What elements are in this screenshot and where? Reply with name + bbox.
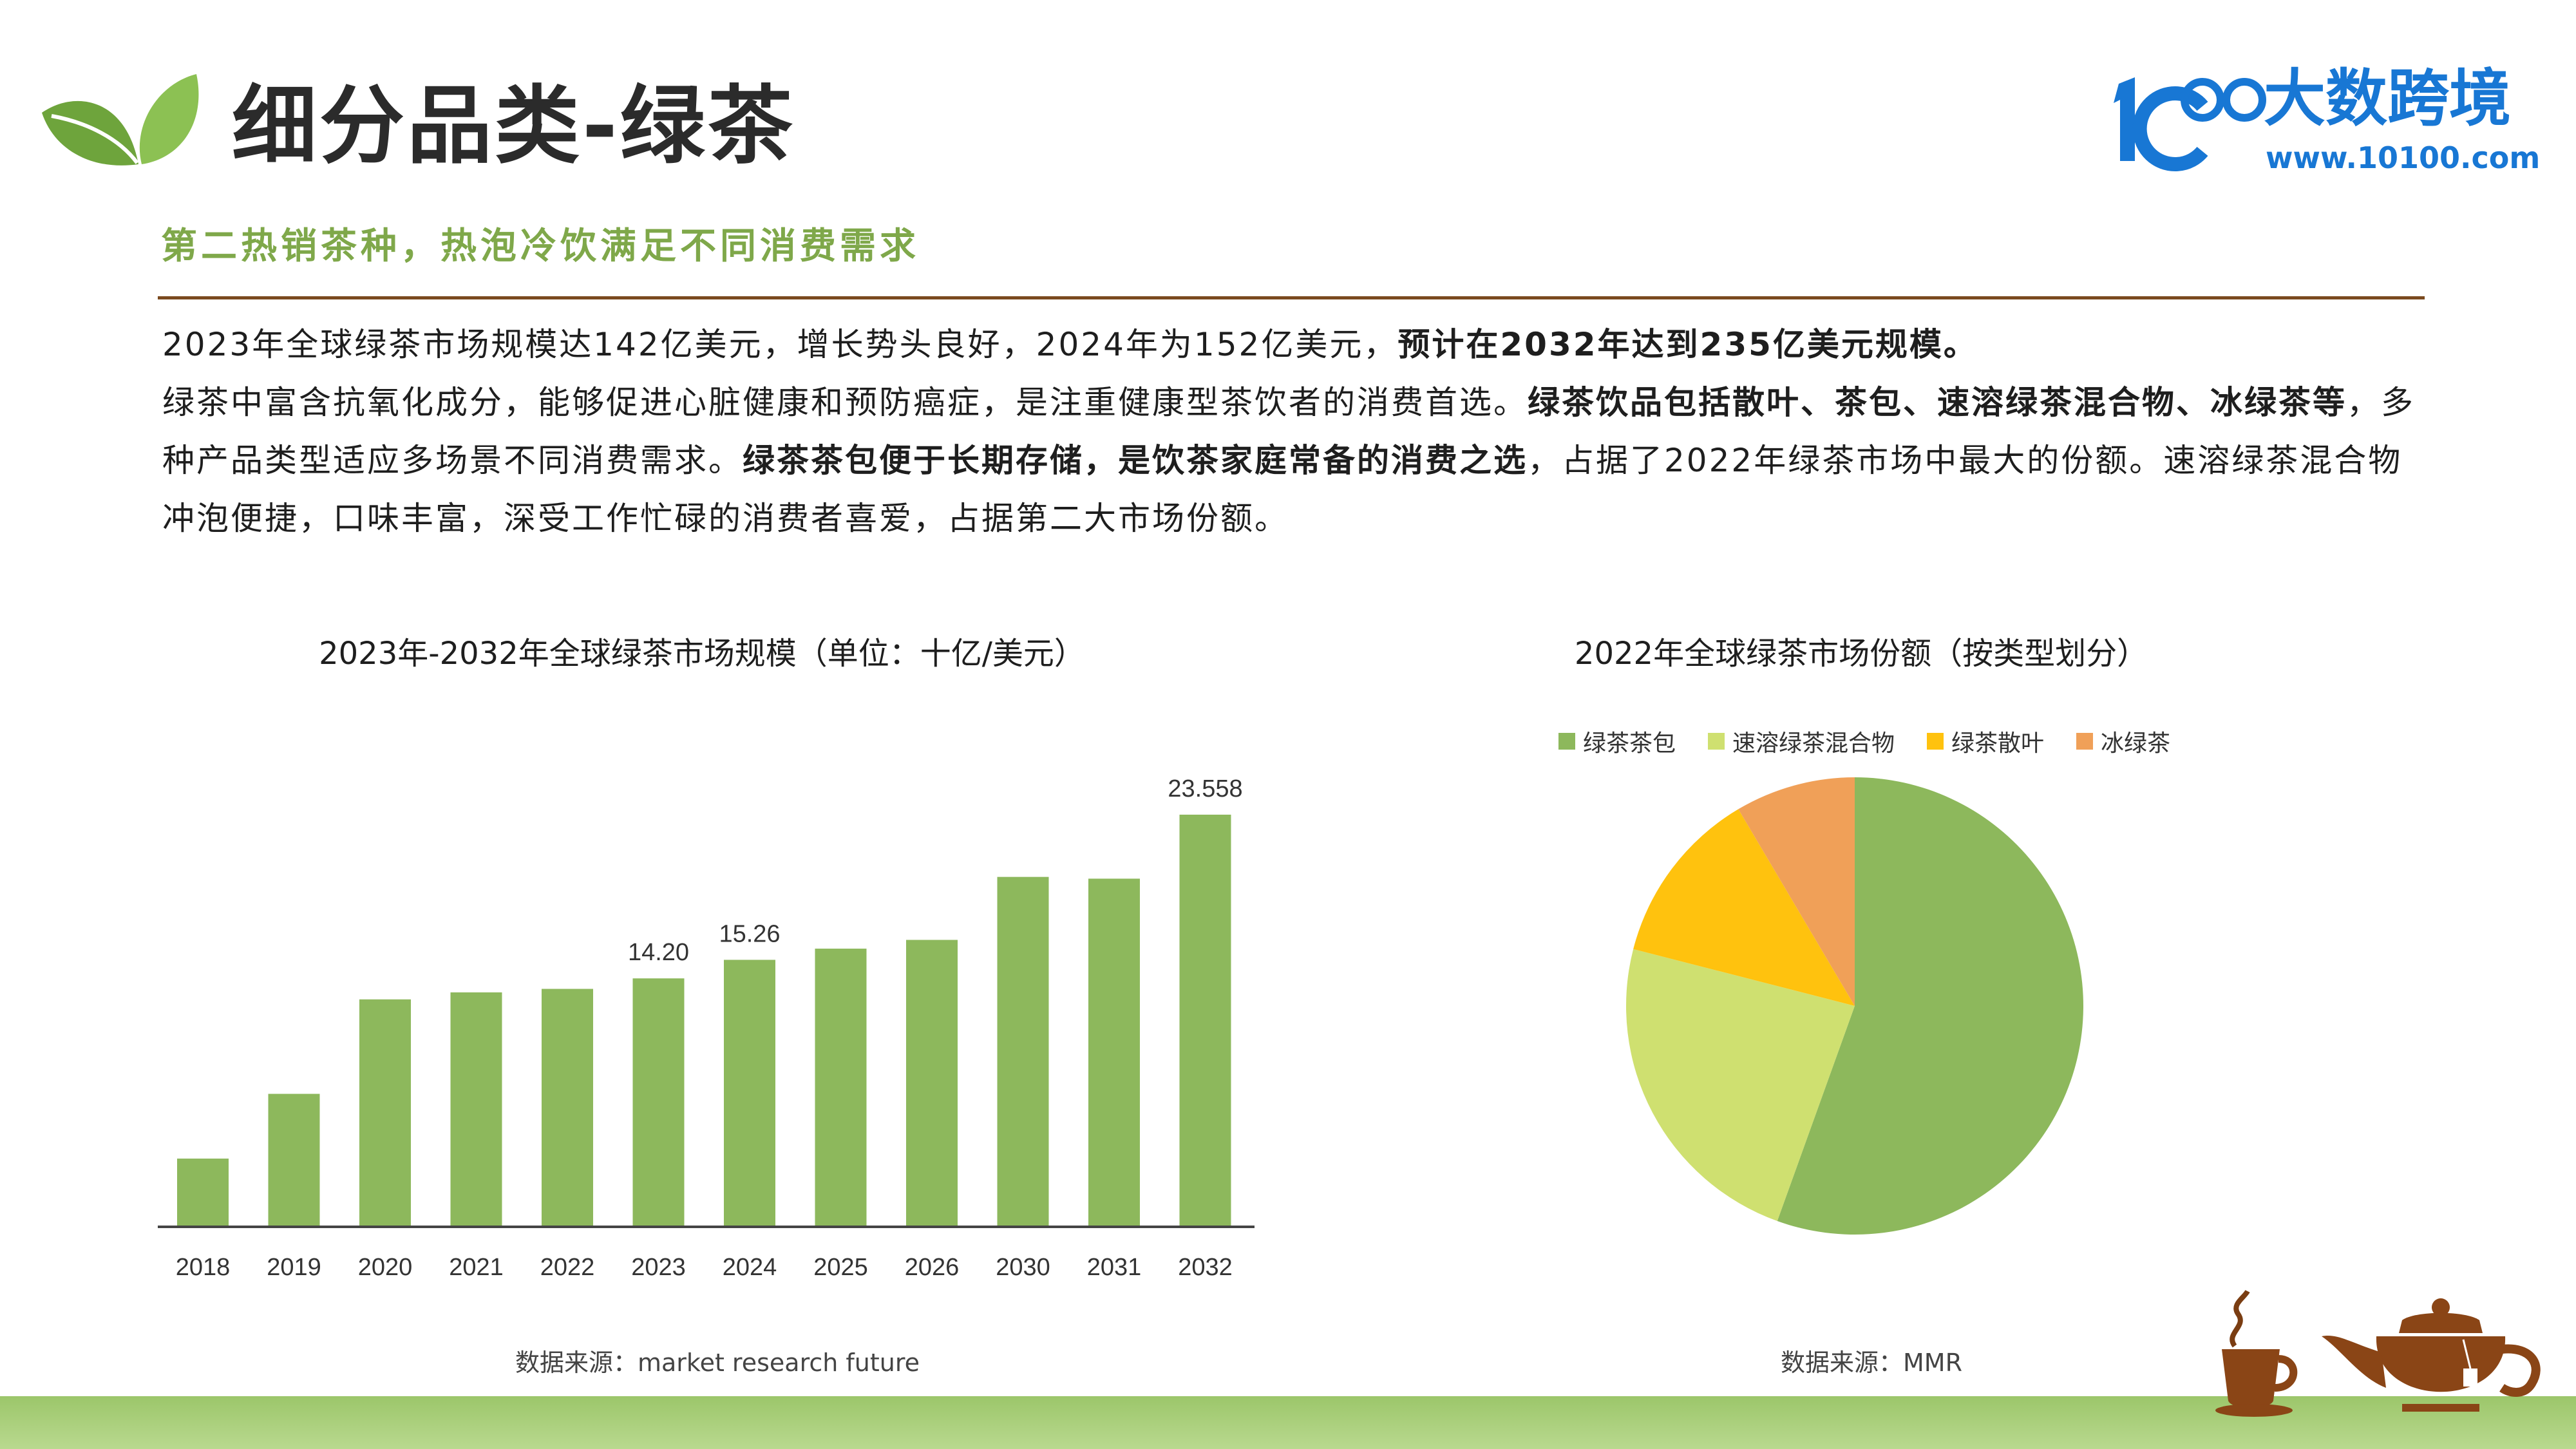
body-text-2d: 绿茶茶包便于长期存储，是饮茶家庭常备的消费之选 [743, 442, 1528, 479]
x-tick-label: 2030 [996, 1254, 1050, 1281]
body-text-1a: 2023年全球绿茶市场规模达142亿美元，增长势头良好，2024年为152亿美元… [162, 326, 1398, 363]
legend-swatch [2076, 733, 2094, 750]
bar-2025 [815, 949, 867, 1227]
body-text-2b: 绿茶饮品包括散叶、茶包、速溶绿茶混合物、冰绿茶等 [1528, 384, 2347, 421]
page-title: 细分品类-绿茶 [232, 77, 795, 176]
legend-label: 冰绿茶 [2101, 730, 2171, 757]
pie-slice-0 [1777, 777, 2083, 1235]
x-tick-label: 2031 [1087, 1254, 1142, 1281]
x-tick-label: 2023 [631, 1254, 686, 1281]
pie-chart-source: 数据来源：MMR [1781, 1349, 1962, 1377]
bar-2032 [1179, 815, 1231, 1227]
bar-2019 [268, 1094, 320, 1227]
pie-legend: 绿茶茶包 速溶绿茶混合物 绿茶散叶 冰绿茶 [1558, 724, 2202, 758]
body-text-2a: 绿茶中富含抗氧化成分，能够促进心脏健康和预防癌症，是注重健康型茶饮者的消费首选。 [162, 384, 1528, 421]
bar-2024 [724, 960, 775, 1227]
leaf-logo-icon [42, 74, 199, 166]
bar-2030 [997, 876, 1049, 1227]
body-text-1b: 预计在2032年达到235亿美元规模。 [1397, 326, 1978, 363]
legend-swatch [1927, 733, 1944, 750]
legend-item: 速溶绿茶混合物 [1708, 724, 1895, 758]
header-divider [158, 296, 2425, 299]
x-tick-label: 2032 [1178, 1254, 1233, 1281]
legend-label: 速溶绿茶混合物 [1732, 730, 1895, 757]
body-line-2: 绿茶中富含抗氧化成分，能够促进心脏健康和预防癌症，是注重健康型茶饮者的消费首选。… [162, 374, 2429, 547]
footer-band [0, 1396, 2576, 1449]
bar-2031 [1088, 878, 1140, 1227]
pie-slice-3 [1738, 777, 1855, 1006]
data-label: 14.20 [628, 939, 689, 966]
bar-2026 [906, 940, 958, 1227]
x-tick-label: 2020 [358, 1254, 413, 1281]
body-text-2c: ，多种产品类型适应多场景不同消费需求。 [162, 384, 2415, 479]
data-label: 15.26 [719, 920, 780, 947]
pie-slice-1 [1625, 949, 1855, 1222]
legend-swatch [1558, 733, 1575, 750]
legend-swatch [1708, 733, 1725, 750]
bar-2022 [542, 989, 593, 1227]
body-line-1: 2023年全球绿茶市场规模达142亿美元，增长势头良好，2024年为152亿美元… [162, 316, 2429, 374]
legend-item: 绿茶散叶 [1927, 724, 2044, 758]
brand-mark-icon [2114, 77, 2266, 171]
pie-slice-2 [1633, 809, 1855, 1006]
legend-label: 绿茶茶包 [1583, 730, 1676, 757]
bar-chart-title: 2023年-2032年全球绿茶市场规模（单位：十亿/美元） [319, 636, 1085, 672]
legend-label: 绿茶散叶 [1951, 730, 2045, 757]
legend-item: 绿茶茶包 [1558, 724, 1676, 758]
brand-name: 大数跨境 [2264, 62, 2511, 135]
x-tick-label: 2026 [905, 1254, 960, 1281]
section-subtitle: 第二热销茶种，热泡冷饮满足不同消费需求 [161, 225, 920, 267]
x-tick-label: 2019 [267, 1254, 321, 1281]
data-label: 23.558 [1168, 775, 1242, 802]
bar-2020 [359, 999, 411, 1227]
x-tick-label: 2021 [449, 1254, 504, 1281]
body-paragraph: 2023年全球绿茶市场规模达142亿美元，增长势头良好，2024年为152亿美元… [162, 316, 2429, 547]
legend-item: 冰绿茶 [2076, 724, 2170, 758]
bar-2023 [632, 978, 685, 1227]
brand-url: www.10100.com [2266, 140, 2541, 175]
bar-2018 [177, 1159, 229, 1227]
teaware-icon [2215, 1289, 2541, 1417]
x-tick-label: 2022 [540, 1254, 595, 1281]
bar-2021 [450, 992, 502, 1227]
x-tick-label: 2025 [813, 1254, 868, 1281]
pie-chart-title: 2022年全球绿茶市场份额（按类型划分） [1574, 636, 2148, 672]
brand-logo: 大数跨境 www.10100.com [2106, 62, 2540, 187]
x-tick-label: 2024 [723, 1254, 777, 1281]
bar-chart-source: 数据来源：market research future [515, 1349, 920, 1377]
x-tick-label: 2018 [176, 1254, 231, 1281]
body-text-2e: ，占据了2022年绿茶市场中最大的份额。速溶绿茶混合物冲泡便捷，口味丰富，深受工… [162, 442, 2403, 537]
